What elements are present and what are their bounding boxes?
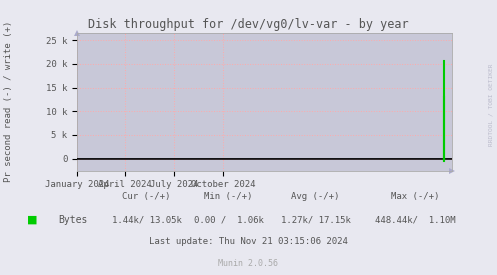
Text: Pr second read (-) / write (+): Pr second read (-) / write (+) [4, 21, 13, 182]
Text: Cur (-/+): Cur (-/+) [122, 192, 171, 201]
Text: Avg (-/+): Avg (-/+) [291, 192, 340, 201]
Text: RRDTOOL / TOBI OETIKER: RRDTOOL / TOBI OETIKER [488, 63, 493, 146]
Text: 448.44k/  1.10M: 448.44k/ 1.10M [375, 216, 455, 224]
Text: 1.44k/ 13.05k: 1.44k/ 13.05k [112, 216, 181, 224]
Text: 0.00 /  1.06k: 0.00 / 1.06k [194, 216, 263, 224]
Text: ■: ■ [27, 215, 38, 225]
Text: Bytes: Bytes [59, 215, 88, 225]
Text: Last update: Thu Nov 21 03:15:06 2024: Last update: Thu Nov 21 03:15:06 2024 [149, 238, 348, 246]
Text: Min (-/+): Min (-/+) [204, 192, 253, 201]
Text: Munin 2.0.56: Munin 2.0.56 [219, 260, 278, 268]
Text: Disk throughput for /dev/vg0/lv-var - by year: Disk throughput for /dev/vg0/lv-var - by… [88, 18, 409, 31]
Text: 1.27k/ 17.15k: 1.27k/ 17.15k [281, 216, 350, 224]
Text: Max (-/+): Max (-/+) [391, 192, 439, 201]
